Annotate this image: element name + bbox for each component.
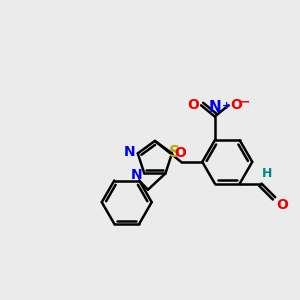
Text: N: N [124, 145, 135, 159]
Text: N: N [208, 100, 221, 115]
Text: S: S [169, 145, 180, 160]
Text: O: O [230, 98, 242, 112]
Text: O: O [188, 98, 199, 112]
Text: H: H [262, 167, 272, 180]
Text: −: − [239, 95, 250, 108]
Text: +: + [222, 101, 231, 111]
Text: O: O [174, 146, 186, 161]
Text: N: N [130, 168, 142, 182]
Text: O: O [276, 198, 288, 212]
